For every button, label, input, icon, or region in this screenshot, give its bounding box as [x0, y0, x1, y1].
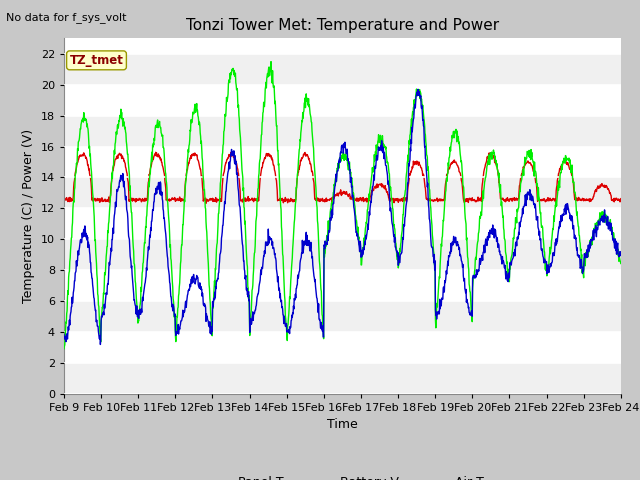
Legend: Panel T, Battery V, Air T: Panel T, Battery V, Air T — [196, 471, 489, 480]
Bar — [64, 54, 621, 85]
Bar — [64, 178, 621, 208]
Text: No data for f_sys_volt: No data for f_sys_volt — [6, 12, 127, 23]
X-axis label: Time: Time — [327, 418, 358, 431]
Text: TZ_tmet: TZ_tmet — [70, 54, 124, 67]
Bar — [64, 239, 621, 270]
Bar — [64, 116, 621, 146]
Y-axis label: Temperature (C) / Power (V): Temperature (C) / Power (V) — [22, 129, 35, 303]
Bar — [64, 301, 621, 332]
Title: Tonzi Tower Met: Temperature and Power: Tonzi Tower Met: Temperature and Power — [186, 18, 499, 33]
Bar — [64, 363, 621, 394]
